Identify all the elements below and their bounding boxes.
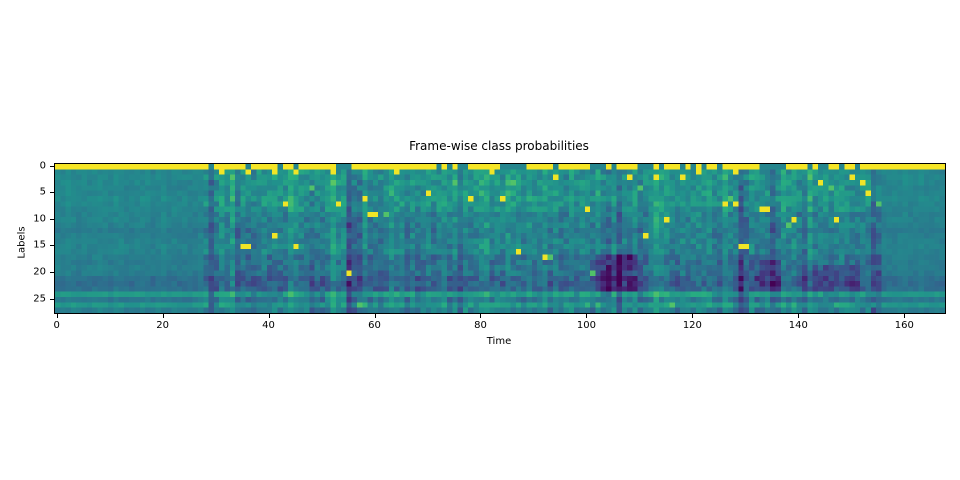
x-tick-label: 100 <box>576 320 596 331</box>
x-tick-mark <box>374 314 376 318</box>
y-tick-label: 20 <box>33 266 46 278</box>
x-tick-mark <box>480 314 482 318</box>
y-tick-mark <box>50 298 54 300</box>
y-tick-label: 25 <box>33 293 46 305</box>
y-tick-label: 5 <box>39 186 46 198</box>
y-tick-mark <box>50 245 54 247</box>
x-tick-mark <box>692 314 694 318</box>
y-tick-label: 0 <box>39 160 46 172</box>
heatmap-canvas <box>55 164 945 313</box>
x-tick-mark <box>798 314 800 318</box>
x-tick-label: 20 <box>156 320 169 331</box>
x-tick-mark <box>268 314 270 318</box>
y-tick-mark <box>50 272 54 274</box>
x-tick-label: 140 <box>788 320 808 331</box>
x-tick-label: 160 <box>894 320 914 331</box>
x-tick-label: 60 <box>368 320 381 331</box>
chart-title: Frame-wise class probabilities <box>409 139 589 153</box>
x-tick-mark <box>586 314 588 318</box>
x-tick-label: 80 <box>474 320 487 331</box>
y-tick-mark <box>50 192 54 194</box>
x-tick-mark <box>56 314 58 318</box>
x-tick-label: 120 <box>682 320 702 331</box>
x-axis-label: Time <box>486 336 512 347</box>
x-tick-mark <box>904 314 906 318</box>
y-axis-label: Labels <box>16 226 28 259</box>
y-tick-label: 10 <box>33 213 46 225</box>
y-tick-label: 15 <box>33 239 46 251</box>
x-tick-label: 0 <box>53 320 60 331</box>
y-tick-mark <box>50 165 54 167</box>
y-tick-mark <box>50 218 54 220</box>
heatmap-plot-area <box>54 163 946 314</box>
x-tick-mark <box>162 314 164 318</box>
x-tick-label: 40 <box>262 320 275 331</box>
